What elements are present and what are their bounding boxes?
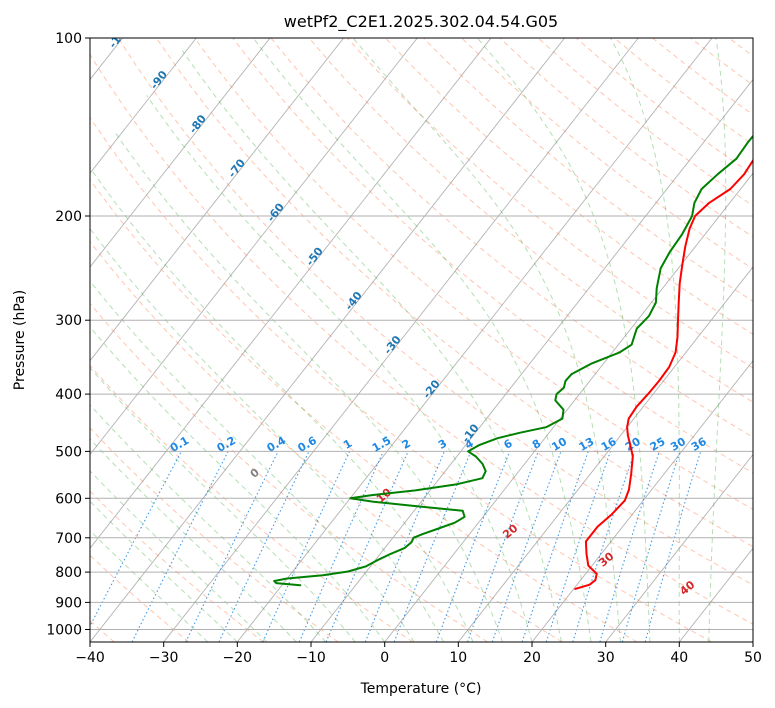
y-tick-label: 800: [55, 565, 82, 581]
y-tick-label: 300: [55, 313, 82, 329]
dry-adiabat-line: [90, 490, 264, 642]
dry-adiabat-line: [90, 178, 638, 642]
isotherm-line: [384, 172, 753, 642]
mixing-ratio-line: [599, 451, 660, 642]
isotherm-line: [163, 38, 639, 642]
moist-adiabat-line: [90, 166, 474, 642]
moist-adiabat-line: [90, 438, 297, 642]
x-tick-label: −20: [223, 650, 253, 666]
isotherm-line: [90, 38, 565, 642]
moist-adiabat-line: [352, 38, 621, 642]
isotherm-line: [457, 266, 753, 642]
isotherm-line: [531, 360, 753, 642]
dry-adiabat-line: [270, 38, 753, 438]
dry-adiabat-line: [346, 38, 753, 369]
x-tick-label: −40: [75, 650, 105, 666]
mixing-ratio-line: [572, 451, 636, 642]
isotherm-line: [90, 38, 418, 456]
x-axis-title: Temperature (°C): [360, 681, 482, 697]
moist-adiabat-line: [90, 500, 238, 642]
x-axis: −40 −30 −20 −10 0 10 20 30 40 50: [75, 642, 762, 666]
dry-adiabat-line: [155, 38, 753, 548]
dry-adiabat-line: [232, 38, 753, 474]
moist-adiabat-line: [90, 404, 327, 642]
y-tick-label: 1000: [46, 623, 82, 639]
isotherm-line: [236, 38, 713, 642]
pressure-grid-lines: [90, 38, 753, 630]
isotherm-line: [90, 38, 492, 549]
moist-adiabat-line: [146, 95, 533, 642]
isotherm-line: [310, 78, 753, 642]
y-tick-label: 100: [55, 31, 82, 47]
x-tick-label: 10: [449, 650, 467, 666]
dry-adiabat-line: [117, 38, 753, 586]
dry-adiabat-line: [194, 38, 753, 511]
dry-adiabat-line: [90, 240, 563, 642]
dry-adiabat-line: [90, 116, 712, 642]
chart-title: wetPf2_C2E1.2025.302.04.54.G05: [284, 12, 558, 32]
mixing-ratio-line: [644, 451, 702, 642]
mixing-ratio-line: [298, 451, 384, 642]
moist-adiabat-line: [610, 38, 680, 642]
moist-adiabat-line: [476, 38, 651, 642]
mixing-ratio-line: [521, 451, 589, 642]
y-tick-label: 400: [55, 387, 82, 403]
plot-area: 0.10.20.40.611.52346810131620253036-100-…: [90, 38, 753, 642]
moist-adiabat-line: [90, 366, 356, 642]
dry-adiabat-line: [90, 364, 414, 642]
moist-adiabat-lines: [90, 38, 727, 642]
dewpoint-profile-line: [273, 134, 753, 587]
dry-adiabat-line: [90, 554, 190, 642]
mixing-ratio-line: [621, 451, 681, 642]
mixing-ratio-line: [364, 451, 445, 642]
moist-adiabat-line: [90, 326, 386, 642]
x-tick-label: 30: [597, 650, 615, 666]
dry-adiabat-line: [423, 38, 753, 302]
isotherm-line: [90, 38, 344, 362]
x-tick-label: 50: [744, 650, 762, 666]
moist-adiabat-line: [708, 38, 727, 642]
plot-frame: [89, 37, 754, 643]
x-tick-label: −30: [149, 650, 179, 666]
mixing-ratio-line: [466, 451, 539, 642]
isotherm-lines: [90, 38, 753, 642]
x-tick-label: 20: [523, 650, 541, 666]
sounding-series: [273, 134, 753, 590]
x-tick-label: 40: [670, 650, 688, 666]
moist-adiabat-line: [90, 529, 209, 642]
dry-adiabat-lines: [90, 38, 753, 642]
mixing-ratio-lines: [90, 451, 702, 642]
mixing-ratio-line: [491, 451, 562, 642]
mixing-ratio-line: [393, 451, 472, 642]
x-tick-label: −10: [296, 650, 326, 666]
mixing-ratio-line: [435, 451, 511, 642]
mixing-ratio-line: [325, 451, 409, 642]
dry-adiabat-line: [90, 302, 488, 642]
y-tick-label: 900: [55, 595, 82, 611]
moist-adiabat-line: [90, 470, 268, 642]
y-tick-label: 600: [55, 491, 82, 507]
y-axis: 100 200 300 400 500 600 700 800 900 1000: [46, 31, 90, 639]
y-tick-label: 700: [55, 531, 82, 547]
isotherm-line: [90, 38, 271, 268]
isotherm-line: [90, 38, 197, 175]
y-tick-label: 500: [55, 444, 82, 460]
y-tick-label: 200: [55, 209, 82, 225]
isotherm-line: [605, 453, 753, 642]
mixing-ratio-line: [545, 451, 612, 642]
temperature-profile-line: [574, 158, 753, 590]
moist-adiabat-line: [252, 38, 592, 642]
mixing-ratio-line: [131, 451, 229, 642]
dry-adiabat-line: [90, 427, 339, 642]
x-tick-label: 0: [380, 650, 389, 666]
y-axis-title: Pressure (hPa): [12, 290, 28, 390]
